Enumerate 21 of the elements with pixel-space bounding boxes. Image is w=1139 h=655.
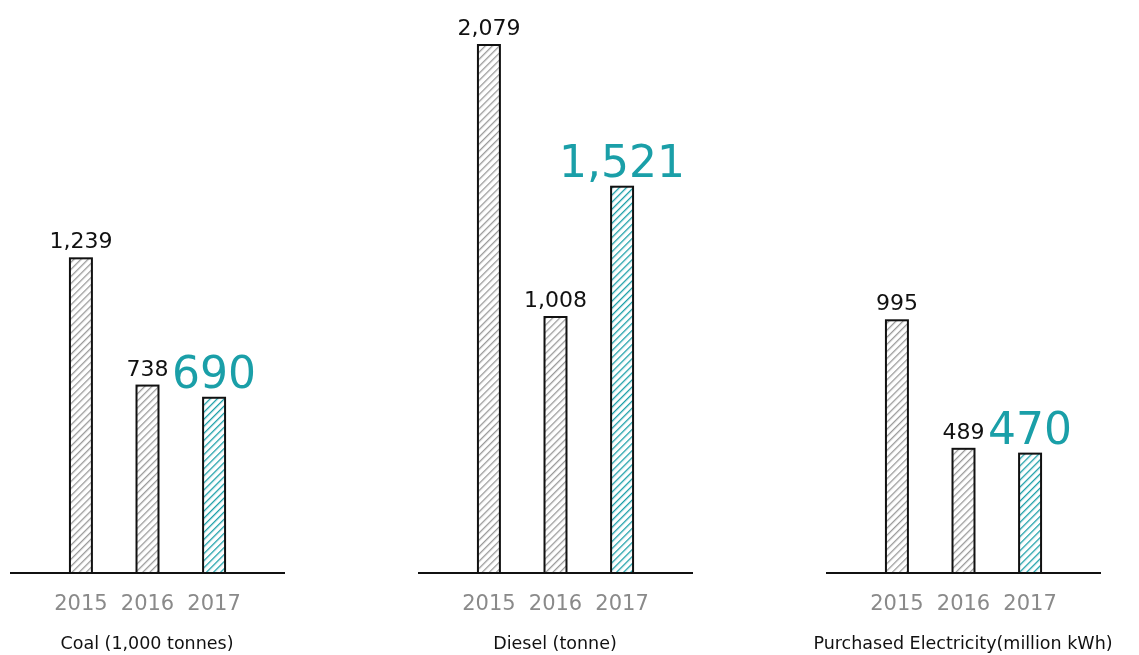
x-tick-label: 2017 <box>187 591 241 615</box>
x-axis-title: Coal (1,000 tonnes) <box>60 633 234 653</box>
data-label: 1,239 <box>49 228 113 254</box>
x-tick-label: 2015 <box>54 591 108 615</box>
data-label: 470 <box>988 402 1073 454</box>
x-tick-label: 2015 <box>870 591 924 615</box>
data-label: 738 <box>126 355 169 381</box>
data-label: 1,008 <box>524 287 587 312</box>
x-axis-title: Purchased Electricity(million kWh) <box>813 633 1113 653</box>
data-label: 489 <box>942 418 985 444</box>
data-label: 2,079 <box>457 15 521 40</box>
x-tick-label: 2017 <box>1003 591 1057 615</box>
data-label: 1,521 <box>559 135 686 187</box>
x-tick-label: 2016 <box>120 591 175 615</box>
x-axis-title: Diesel (tonne) <box>493 633 617 653</box>
x-tick-label: 2016 <box>936 591 991 615</box>
data-label: 690 <box>172 346 257 398</box>
x-tick-label: 2017 <box>595 591 649 615</box>
data-label: 995 <box>875 290 918 316</box>
x-tick-label: 2015 <box>462 591 516 615</box>
x-tick-label: 2016 <box>528 591 583 615</box>
